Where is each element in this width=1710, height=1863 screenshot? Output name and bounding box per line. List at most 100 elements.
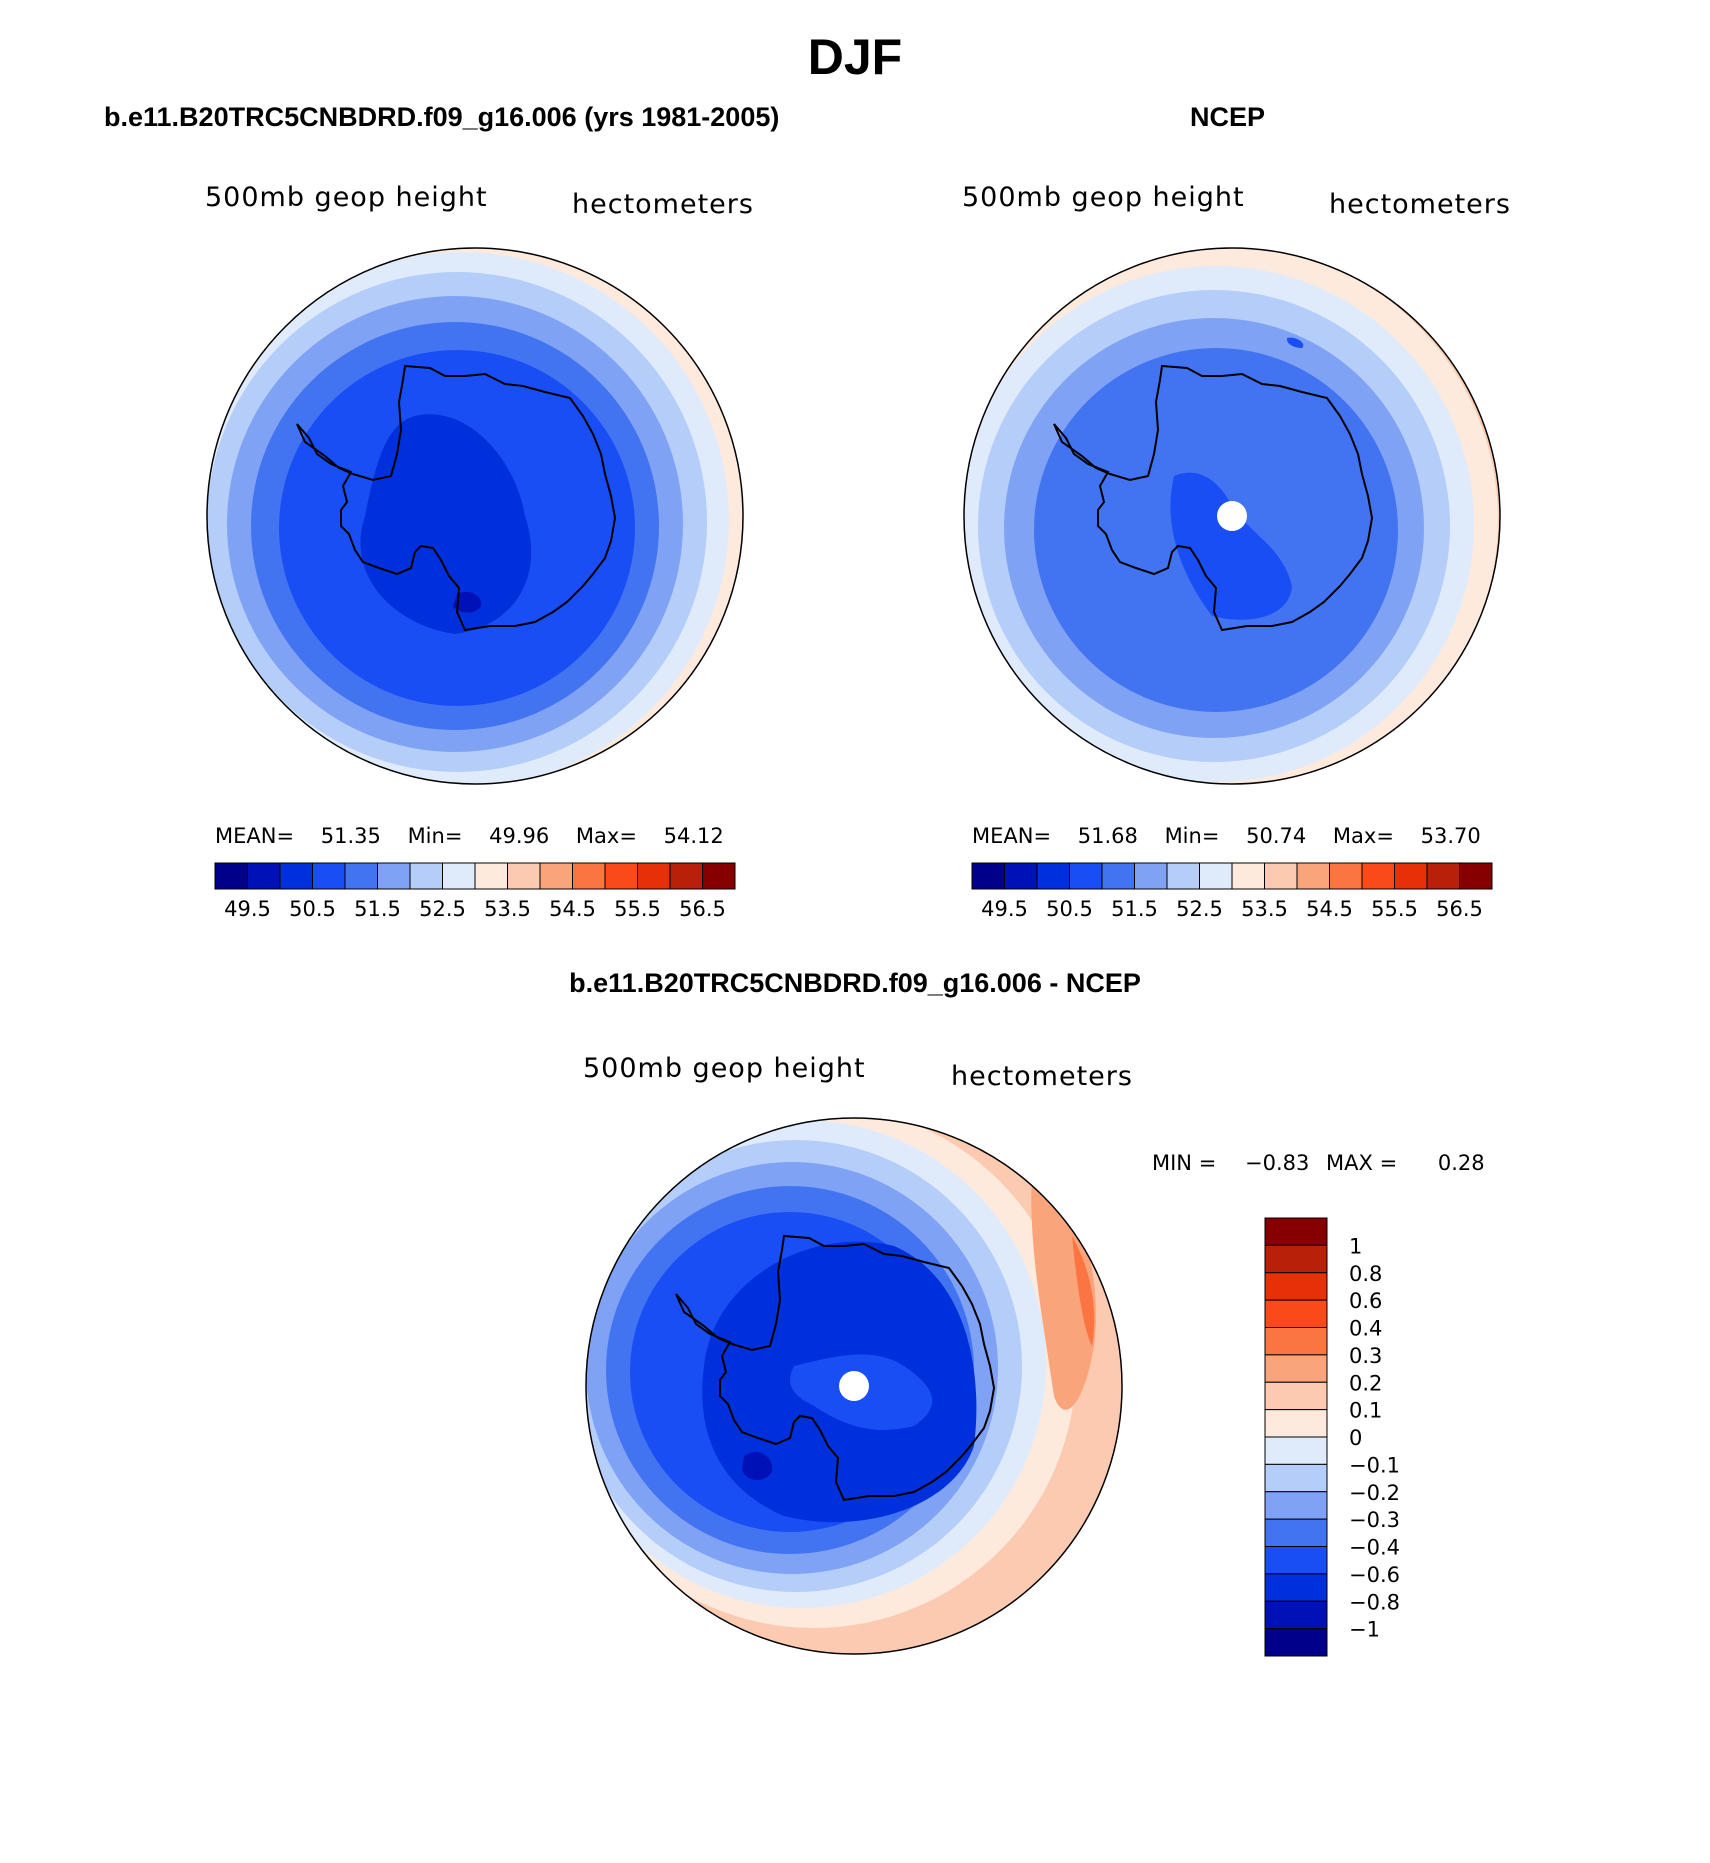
colorbar-swatch: [1264, 1628, 1328, 1657]
colorbar-swatch: [1004, 862, 1038, 890]
colorbar-swatch: [1264, 1518, 1328, 1547]
colorbar-swatch: [1069, 862, 1103, 890]
colorbar-swatch: [1329, 862, 1363, 890]
colorbar-tick-label: −0.2: [1349, 1481, 1400, 1505]
min-value: 49.96: [489, 824, 550, 848]
colorbar-swatch: [247, 862, 281, 890]
colorbar-swatch: [1394, 862, 1428, 890]
map-model: [206, 247, 744, 785]
colorbar-swatch: [1264, 1272, 1328, 1301]
colorbar-tick-label: 50.5: [1046, 897, 1093, 921]
panel-caption-difference: b.e11.B20TRC5CNBDRD.f09_g16.006 - NCEP: [569, 968, 1141, 998]
colorbar-model: 49.5 50.5 51.5 52.5 53.5 54.5 55.5 56.5: [214, 862, 736, 921]
contour-region: [1170, 472, 1292, 620]
colorbar-swatch: [279, 862, 313, 890]
colorbar-swatch: [1101, 862, 1135, 890]
colorbar-tick-label: −0.8: [1349, 1590, 1400, 1614]
colorbar-tick-label: 54.5: [549, 897, 596, 921]
max-label: Max=: [575, 824, 637, 848]
colorbar-swatch: [1264, 1463, 1328, 1493]
colorbar-swatch: [1199, 862, 1233, 890]
page-title: DJF: [807, 29, 903, 85]
colorbar-swatch: [1134, 862, 1168, 890]
colorbar-swatch: [1361, 862, 1395, 890]
colorbar-swatch: [1264, 1409, 1328, 1438]
colorbar-swatch: [507, 862, 541, 890]
colorbar-swatch: [474, 862, 508, 890]
colorbar-tick-label: −0.6: [1349, 1563, 1400, 1587]
max-value: 0.28: [1437, 1151, 1485, 1175]
colorbar-swatch: [1264, 1244, 1328, 1274]
colorbar-ncep: 49.5 50.5 51.5 52.5 53.5 54.5 55.5 56.5: [971, 862, 1493, 921]
colorbar-swatch: [702, 862, 736, 890]
map-boundary: [206, 247, 744, 785]
colorbar-tick-label: 50.5: [289, 897, 336, 921]
colorbar-swatch: [1264, 1491, 1328, 1520]
contour-region: [742, 1451, 773, 1481]
mean-label: MEAN=: [215, 824, 295, 848]
panel-caption-model: b.e11.B20TRC5CNBDRD.f09_g16.006 (yrs 198…: [104, 102, 780, 132]
colorbar-difference: 1 0.8 0.6 0.4 0.3 0.2 0.1 0 −0.1 −0.2 −0.3 −0.4 −0.6…: [1264, 1217, 1400, 1657]
colorbar-swatch: [572, 862, 606, 890]
colorbar-tick-label: −0.3: [1349, 1508, 1400, 1532]
colorbar-swatch: [1264, 1217, 1328, 1246]
stats-difference: MIN = −0.83 MAX = 0.28: [1152, 1151, 1485, 1175]
map-boundary: [585, 1117, 1123, 1655]
colorbar-swatch: [604, 862, 638, 890]
colorbar-tick-label: 0.2: [1349, 1371, 1382, 1395]
max-label: MAX =: [1326, 1151, 1398, 1175]
pole-missing-data: [1217, 501, 1247, 531]
panel-caption-ncep: NCEP: [1190, 102, 1266, 132]
maps-layer: [206, 247, 1501, 1655]
colorbar-tick-label: 56.5: [1436, 897, 1483, 921]
colorbar-swatch: [1426, 862, 1460, 890]
stats-ncep: MEAN= 51.68 Min= 50.74 Max= 53.70: [972, 824, 1481, 848]
stats-model: MEAN= 51.35 Min= 49.96 Max= 54.12: [215, 824, 724, 848]
colorbar-tick-label: 1: [1349, 1234, 1362, 1258]
min-label: Min=: [1164, 824, 1220, 848]
colorbar-swatch: [1264, 1381, 1328, 1411]
colorbar-tick-label: 55.5: [614, 897, 661, 921]
colorbar-swatch: [214, 862, 248, 890]
colorbar-tick-label: 0.4: [1349, 1317, 1382, 1341]
colorbar-tick-label: −0.4: [1349, 1536, 1400, 1560]
colorbar-swatch: [637, 862, 671, 890]
colorbar-tick-label: 0.1: [1349, 1399, 1382, 1423]
map-difference: [585, 1117, 1123, 1655]
colorbar-tick-label: 0.3: [1349, 1344, 1382, 1368]
units-label-difference: hectometers: [951, 1061, 1133, 1092]
colorbar-tick-label: −1: [1349, 1618, 1380, 1642]
colorbar-swatch: [1296, 862, 1330, 890]
pole-missing-data: [839, 1371, 869, 1401]
colorbar-tick-label: 49.5: [224, 897, 271, 921]
colorbar-swatch: [1264, 1546, 1328, 1575]
contour-region: [453, 591, 482, 613]
colorbar-tick-label: 51.5: [1111, 897, 1158, 921]
colorbars-layer: 49.5 50.5 51.5 52.5 53.5 54.5 55.5 56.5 49.5 50.5…: [214, 862, 1493, 1657]
colorbar-tick-label: 54.5: [1306, 897, 1353, 921]
contour-region: [1031, 1156, 1096, 1410]
colorbar-swatch: [1166, 862, 1200, 890]
map-boundary: [963, 247, 1501, 785]
colorbar-swatch: [539, 862, 573, 890]
min-value: 50.74: [1246, 824, 1307, 848]
min-label: Min=: [407, 824, 463, 848]
colorbar-tick-label: 53.5: [484, 897, 531, 921]
mean-value: 51.35: [320, 824, 381, 848]
units-label-model: hectometers: [572, 189, 754, 220]
colorbar-swatch: [377, 862, 411, 890]
contour-region: [360, 414, 532, 634]
units-label-ncep: hectometers: [1329, 189, 1511, 220]
map-ncep: [963, 247, 1501, 785]
colorbar-swatch: [1459, 862, 1493, 890]
mean-label: MEAN=: [972, 824, 1052, 848]
colorbar-swatch: [1264, 1299, 1328, 1328]
field-label-model: 500mb geop height: [205, 182, 488, 213]
colorbar-tick-label: 56.5: [679, 897, 726, 921]
min-value: −0.83: [1244, 1151, 1310, 1175]
colorbar-tick-label: 55.5: [1371, 897, 1418, 921]
colorbar-tick-label: 0: [1349, 1426, 1362, 1450]
colorbar-swatch: [971, 862, 1005, 890]
max-label: Max=: [1332, 824, 1394, 848]
